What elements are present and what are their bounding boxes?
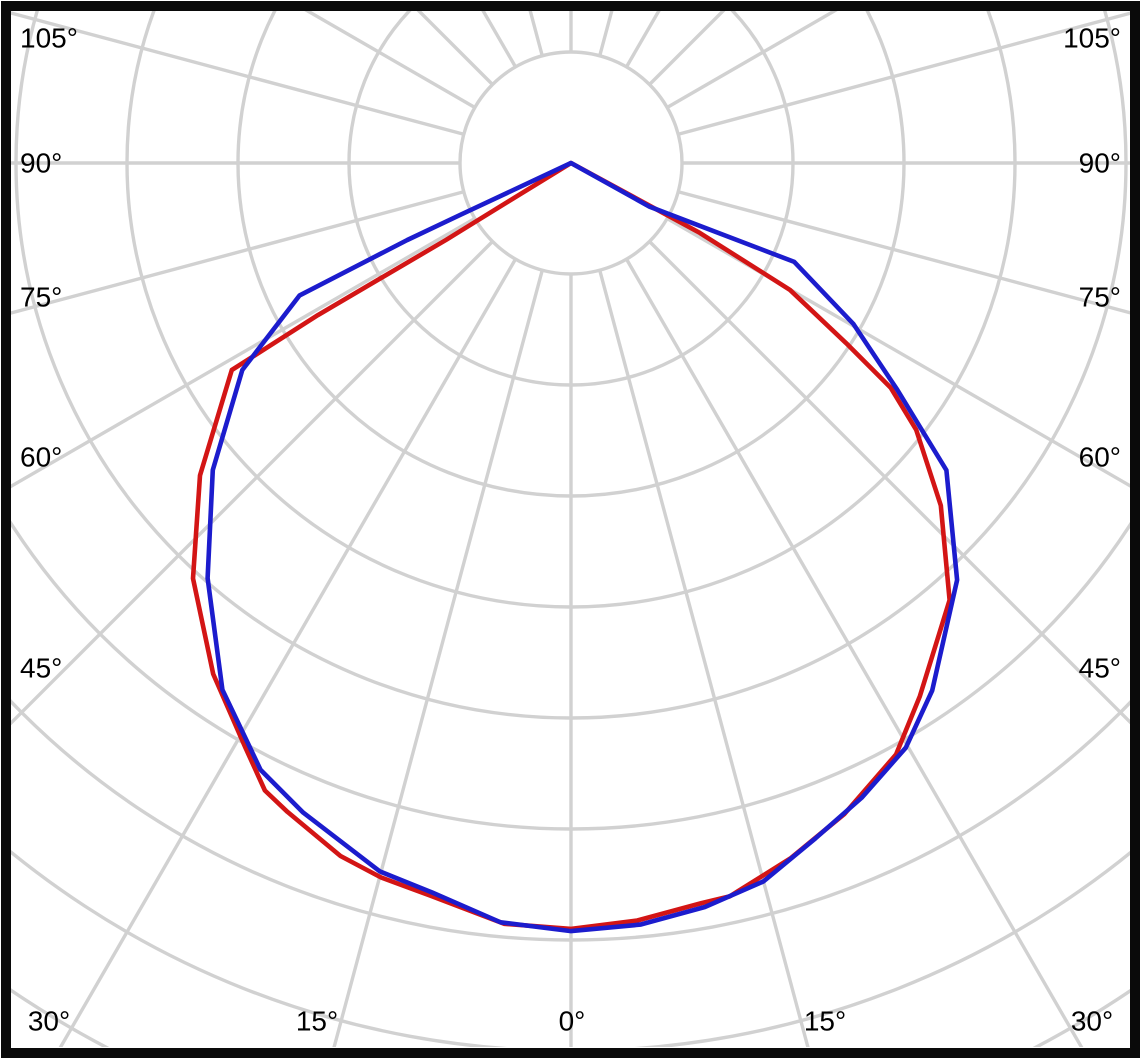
angle-label: 75° [1079, 282, 1121, 313]
angle-label: 45° [20, 653, 62, 684]
angle-label: 90° [20, 148, 62, 179]
grid-ring [11, 699, 1131, 942]
angle-label: 60° [20, 442, 62, 473]
angle-label: 45° [1079, 653, 1121, 684]
blue-curve [205, 160, 960, 934]
angle-label: 15° [296, 1006, 338, 1037]
angle-label: 60° [1079, 442, 1121, 473]
angle-labels: 105° 90° 75° 60° 45° 105° 90° 75° 60° 45° 30° 15° 0°… [20, 23, 1121, 1037]
angle-label: 15° [804, 1006, 846, 1037]
grid-spoke [677, 190, 1131, 315]
grid-ring [236, 11, 906, 498]
angle-label: 0° [559, 1006, 586, 1037]
grid-spoke [11, 240, 494, 726]
grid-spoke [58, 258, 517, 1047]
grid-spoke [11, 11, 465, 136]
grid-spoke [332, 269, 544, 1047]
grid-spoke [666, 11, 838, 109]
angle-label: 105° [20, 23, 78, 54]
grid-ring [125, 11, 1017, 609]
grid-spoke [666, 217, 1131, 489]
angle-label: 30° [1071, 1006, 1113, 1037]
angle-label: 105° [1063, 23, 1121, 54]
angle-label: 30° [28, 1006, 70, 1037]
grid-spoke [677, 11, 1131, 136]
grid-ring [14, 11, 1128, 720]
grid-spoke [598, 269, 810, 1047]
grid-ring [347, 11, 795, 387]
grid-spoke [625, 258, 1084, 1047]
grid-ring [458, 50, 684, 276]
grid-spoke [304, 11, 476, 109]
grid-ring [11, 520, 1131, 831]
angle-label: 75° [20, 282, 62, 313]
grid-spoke [11, 217, 476, 489]
grid-spoke [11, 190, 465, 315]
angle-label: 90° [1079, 148, 1121, 179]
grid-spoke [648, 240, 1131, 726]
curves-layer [190, 160, 960, 934]
